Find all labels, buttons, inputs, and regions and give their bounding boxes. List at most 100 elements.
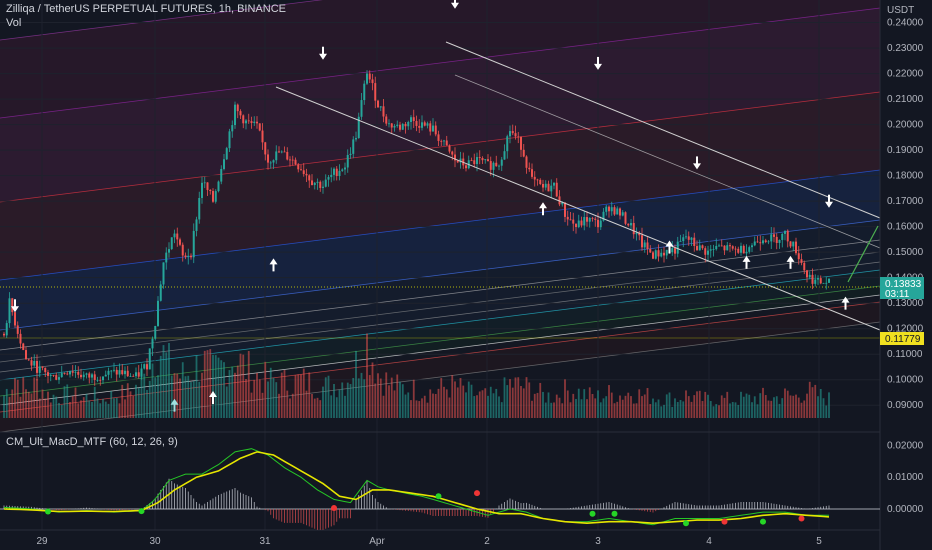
volume-bar — [753, 396, 756, 418]
candle-body — [456, 160, 459, 163]
volume-bar — [558, 397, 561, 418]
volume-bar — [278, 393, 280, 418]
candle-body — [654, 250, 657, 259]
candle-body — [575, 223, 577, 228]
candle-body — [828, 278, 830, 283]
volume-bar — [825, 405, 828, 418]
volume-bar — [190, 382, 192, 418]
up-arrow-icon — [209, 391, 217, 405]
candle-body — [657, 250, 660, 257]
volume-bar — [429, 389, 432, 418]
candle-body — [157, 300, 159, 327]
candle-body — [374, 83, 377, 101]
candle-body — [520, 136, 522, 150]
volume-bar — [443, 386, 445, 418]
volume-bar — [236, 365, 239, 418]
candle-body — [555, 182, 558, 197]
candle-body — [206, 182, 209, 190]
candle-body — [217, 181, 220, 192]
volume-bar — [91, 401, 93, 418]
candle-body — [341, 169, 344, 171]
volume-bar — [44, 398, 47, 418]
candle-body — [110, 370, 113, 372]
price-tick-label: 0.19000 — [887, 145, 924, 156]
volume-bar — [762, 387, 764, 418]
volume-bar — [627, 392, 630, 418]
candle-body — [819, 278, 822, 284]
candle-body — [437, 134, 440, 141]
candle-body — [580, 220, 583, 226]
time-axis[interactable]: 29 30 31 Apr 2 3 4 5 — [36, 536, 822, 547]
volume-bar — [184, 376, 187, 418]
candle-body — [11, 298, 14, 313]
volume-bar — [396, 374, 399, 418]
candle-body — [602, 211, 605, 221]
volume-bar — [80, 400, 82, 418]
volume-bar — [173, 373, 176, 418]
candle-body — [817, 278, 819, 280]
volume-bar — [498, 396, 500, 418]
volume-bar — [302, 368, 305, 418]
volume-bar — [564, 379, 566, 418]
volume-bar — [811, 387, 814, 418]
volume-bar — [503, 377, 506, 418]
channel-line — [0, 219, 881, 331]
candle-body — [333, 168, 335, 175]
volume-bar — [27, 391, 30, 418]
volume-bar — [451, 375, 454, 418]
candle-body — [465, 165, 467, 169]
volume-bar — [151, 363, 154, 418]
volume-bar — [269, 367, 272, 418]
candle-body — [481, 158, 484, 161]
volume-bar — [781, 398, 784, 418]
candle-body — [558, 196, 561, 205]
candle-body — [140, 368, 143, 377]
candle-body — [786, 230, 789, 242]
volume-bar — [511, 387, 514, 418]
up-arrow-icon — [170, 398, 179, 412]
candle-body — [201, 182, 203, 198]
chart-title[interactable]: Zilliqa / TetherUS PERPETUAL FUTURES, 1h… — [6, 3, 286, 15]
candle-body — [781, 233, 784, 240]
candle-body — [619, 208, 621, 216]
candle-body — [723, 245, 726, 251]
volume-bar — [410, 400, 412, 418]
candle-body — [242, 115, 245, 124]
candle-body — [305, 173, 308, 176]
volume-bar — [146, 389, 148, 418]
volume-bar — [245, 378, 247, 418]
volume-bar — [41, 389, 44, 418]
candle-body — [382, 106, 385, 117]
volume-bar — [423, 395, 426, 418]
candle-body — [440, 140, 443, 142]
volume-bar — [16, 379, 19, 418]
volume-bar — [624, 395, 627, 418]
candle-body — [539, 179, 542, 184]
candle-body — [102, 376, 104, 381]
macd-cross-marker — [760, 518, 766, 525]
candle-body — [93, 374, 96, 380]
candle-body — [533, 176, 536, 180]
candle-body — [630, 223, 632, 226]
candle-body — [641, 235, 643, 248]
candle-body — [421, 122, 423, 128]
macd-legend[interactable]: CM_Ult_MacD_MTF (60, 12, 26, 9) — [6, 436, 178, 448]
macd-axis[interactable]: 0.02000 0.01000 0.00000 — [887, 441, 924, 515]
volume-bar — [52, 394, 55, 418]
volume-bar — [654, 402, 657, 418]
candle-body — [709, 249, 712, 251]
candle-body — [319, 181, 322, 188]
volume-bar — [484, 388, 487, 418]
candle-body — [113, 369, 115, 371]
volume-legend[interactable]: Vol — [6, 17, 22, 29]
macd-cross-marker — [435, 493, 442, 500]
candle-body — [33, 360, 36, 366]
volume-bar — [696, 391, 698, 418]
candle-body — [459, 158, 462, 163]
volume-bar — [399, 381, 401, 418]
candle-body — [335, 168, 338, 177]
candle-body — [322, 186, 324, 188]
candle-body — [80, 374, 82, 378]
candle-body — [82, 374, 85, 378]
